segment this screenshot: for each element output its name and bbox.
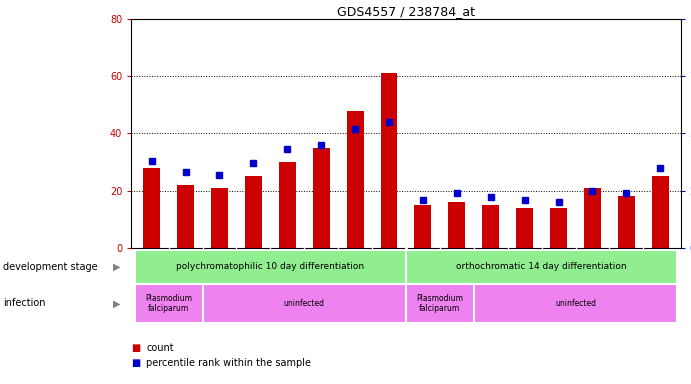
Text: GSM611250: GSM611250: [622, 248, 631, 294]
Text: GSM611240: GSM611240: [283, 248, 292, 294]
Text: development stage: development stage: [3, 262, 98, 272]
Bar: [652, 176, 669, 248]
Bar: [245, 176, 262, 248]
Bar: [143, 168, 160, 248]
Bar: [415, 205, 431, 248]
Text: polychromatophilic 10 day differentiation: polychromatophilic 10 day differentiatio…: [176, 262, 364, 271]
Bar: [177, 185, 194, 248]
Text: GSM611249: GSM611249: [588, 248, 597, 294]
Bar: [448, 202, 465, 248]
Bar: [381, 73, 397, 248]
Bar: [135, 250, 406, 284]
Bar: [584, 188, 601, 248]
Text: GSM611254: GSM611254: [486, 248, 495, 294]
Text: uninfected: uninfected: [284, 299, 325, 308]
Text: percentile rank within the sample: percentile rank within the sample: [146, 358, 312, 368]
Text: orthochromatic 14 day differentiation: orthochromatic 14 day differentiation: [456, 262, 627, 271]
Text: GSM611247: GSM611247: [520, 248, 529, 294]
Bar: [482, 205, 499, 248]
Bar: [278, 162, 296, 248]
Text: GSM611245: GSM611245: [181, 248, 190, 294]
Bar: [211, 188, 228, 248]
Text: GSM611252: GSM611252: [419, 248, 428, 294]
Text: Plasmodium
falciparum: Plasmodium falciparum: [145, 294, 192, 313]
Bar: [516, 208, 533, 248]
Text: GSM611251: GSM611251: [656, 248, 665, 294]
Text: GSM611239: GSM611239: [249, 248, 258, 294]
Text: GSM611253: GSM611253: [453, 248, 462, 294]
Text: GSM611243: GSM611243: [384, 248, 393, 294]
Text: GSM611246: GSM611246: [215, 248, 224, 294]
Bar: [202, 284, 406, 323]
Title: GDS4557 / 238784_at: GDS4557 / 238784_at: [337, 5, 475, 18]
Bar: [550, 208, 567, 248]
Text: ▶: ▶: [113, 298, 121, 308]
Text: count: count: [146, 343, 174, 353]
Text: GSM611248: GSM611248: [554, 248, 563, 294]
Bar: [406, 284, 474, 323]
Text: GSM611242: GSM611242: [350, 248, 359, 294]
Bar: [618, 196, 635, 248]
Text: GSM611241: GSM611241: [316, 248, 325, 294]
Bar: [347, 111, 363, 248]
Bar: [406, 250, 677, 284]
Bar: [135, 284, 202, 323]
Text: ▶: ▶: [113, 262, 121, 272]
Text: ■: ■: [131, 343, 140, 353]
Text: uninfected: uninfected: [555, 299, 596, 308]
Text: Plasmodium
falciparum: Plasmodium falciparum: [417, 294, 464, 313]
Bar: [474, 284, 677, 323]
Text: ■: ■: [131, 358, 140, 368]
Bar: [313, 148, 330, 248]
Text: infection: infection: [3, 298, 46, 308]
Text: GSM611244: GSM611244: [147, 248, 156, 294]
